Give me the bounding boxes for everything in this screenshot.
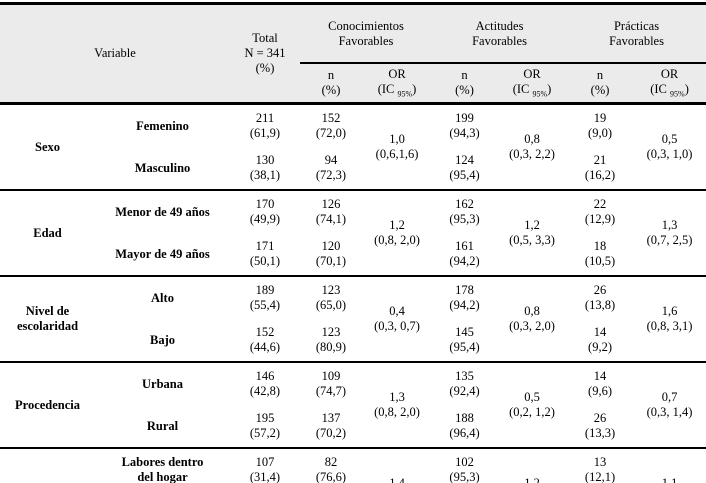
conocimientos-or-cell: 1,2 (0,8, 2,0) — [362, 189, 433, 276]
actitudes-n-cell: 145 (95,4) — [449, 325, 480, 354]
subheader-or-practicas: OR (IC 95%) — [633, 63, 706, 105]
actitudes-n-cell: 188 (96,4) — [449, 411, 480, 440]
category-label: Menor de 49 años — [95, 189, 230, 233]
practicas-n-cell: 19 (9,0) — [588, 111, 612, 140]
total-cell: 195 (57,2) — [249, 411, 281, 440]
subheader-or-conocimientos: OR (IC 95%) — [362, 63, 433, 105]
actitudes-n-cell: 102 (95,3) — [432, 447, 498, 483]
total-cell: 189 (55,4) — [230, 275, 300, 319]
practicas-n-cell: 13 (12,1) — [567, 447, 634, 483]
practicas-or-cell: 1,3 (0,7, 2,5) — [633, 189, 706, 276]
subheader-n-practicas: n (%) — [567, 63, 634, 105]
total-cell: 211 (61,9) — [249, 111, 281, 140]
actitudes-n-cell: 199 (94,3) — [449, 111, 480, 140]
ic95-label: (IC 95%) — [377, 81, 417, 99]
total-cell: 171 (50,1) — [249, 239, 281, 268]
practicas-n-cell: 14 (9,2) — [588, 325, 612, 354]
table-row: Rural 195 (57,2) 137 (70,2) 188 (96,4) 2… — [0, 405, 706, 448]
actitudes-n-cell: 124 (95,4) — [449, 153, 480, 182]
conocimientos-or-cell: 1,4 (0,8, 2,4) — [362, 447, 433, 483]
practicas-or-cell: 0,7 (0,3, 1,4) — [633, 361, 706, 448]
actitudes-n-cell: 178 (94,2) — [432, 275, 498, 319]
table-row: Nivel de escolaridad Alto 189 (55,4) 123… — [0, 275, 706, 362]
total-cell: 152 (44,6) — [249, 325, 281, 354]
actitudes-n-cell: 162 (95,3) — [432, 189, 498, 233]
conocimientos-or-cell: 1,3 (0,8, 2,0) — [362, 361, 433, 448]
conocimientos-n-cell: 109 (74,7) — [300, 361, 362, 405]
conocimientos-or-cell: 0,4 (0,3, 0,7) — [362, 275, 433, 362]
category-label: Mayor de 49 años — [115, 246, 210, 261]
or-label: OR — [388, 67, 406, 82]
variable-label-escolaridad: Nivel de escolaridad — [0, 275, 95, 362]
table-row: Ocupación Labores dentro del hogar 107 (… — [0, 447, 706, 483]
category-label: Labores dentro del hogar — [95, 447, 230, 483]
variable-label-procedencia: Procedencia — [0, 361, 95, 448]
conocimientos-n-cell: 126 (74,1) — [300, 189, 362, 233]
variable-label-ocupacion: Ocupación — [0, 447, 95, 483]
practicas-or-cell: 1,1 (0,5, 2,1) — [633, 447, 706, 483]
practicas-or-cell: 1,6 (0,8, 3,1) — [633, 275, 706, 362]
conocimientos-n-cell: 82 (76,6) — [300, 447, 362, 483]
group-header-actitudes: Actitudes Favorables — [432, 3, 568, 64]
table-row: Masculino 130 (38,1) 94 (72,3) 124 (95,4… — [0, 147, 706, 190]
total-cell: 170 (49,9) — [230, 189, 300, 233]
actitudes-n-cell: 135 (92,4) — [432, 361, 498, 405]
subheader-n-actitudes: n (%) — [432, 63, 498, 105]
table-row: Procedencia Urbana 146 (42,8) 109 (74,7)… — [0, 361, 706, 448]
practicas-n-cell: 22 (12,9) — [567, 189, 634, 233]
actitudes-or-cell: 0,8 (0,3, 2,2) — [509, 132, 555, 161]
table-row: Bajo 152 (44,6) 123 (80,9) 145 (95,4) 14… — [0, 319, 706, 362]
category-label: Masculino — [134, 160, 191, 175]
actitudes-or-cell: 1,2 (0,4, 3,5) — [497, 447, 568, 483]
practicas-n-cell: 14 (9,6) — [567, 361, 634, 405]
variable-label-sexo: Sexo — [35, 139, 60, 154]
actitudes-or-cell: 0,5 (0,2, 1,2) — [497, 361, 568, 448]
variable-label-edad: Edad — [0, 189, 95, 276]
or-label: OR — [523, 67, 541, 82]
category-label: Bajo — [150, 332, 175, 347]
subheader-n-conocimientos: n (%) — [300, 63, 362, 105]
table-row: Edad Menor de 49 años 170 (49,9) 126 (74… — [0, 189, 706, 276]
actitudes-or-cell: 0,8 (0,3, 2,0) — [497, 275, 568, 362]
category-label: Urbana — [95, 361, 230, 405]
total-cell: 130 (38,1) — [249, 153, 281, 182]
practicas-n-cell: 26 (13,8) — [567, 275, 634, 319]
ic95-label: (IC 95%) — [512, 81, 552, 99]
group-header-conocimientos: Conocimientos Favorables — [300, 3, 433, 64]
conocimientos-n-cell: 94 (72,3) — [315, 153, 347, 182]
table-row: Mayor de 49 años 171 (50,1) 120 (70,1) 1… — [0, 233, 706, 276]
total-cell: 107 (31,4) — [230, 447, 300, 483]
variable-column-header: Variable — [0, 3, 230, 105]
conocimientos-n-cell: 123 (80,9) — [315, 325, 347, 354]
actitudes-or-cell: 1,2 (0,5, 3,3) — [497, 189, 568, 276]
conocimientos-n-cell: 123 (65,0) — [300, 275, 362, 319]
practicas-n-cell: 26 (13,3) — [584, 411, 616, 440]
conocimientos-n-cell: 137 (70,2) — [315, 411, 347, 440]
actitudes-n-cell: 161 (94,2) — [449, 239, 480, 268]
conocimientos-n-cell: 152 (72,0) — [315, 111, 347, 140]
category-label: Alto — [95, 275, 230, 319]
practicas-or-cell: 0,5 (0,3, 1,0) — [646, 132, 693, 161]
subheader-or-actitudes: OR (IC 95%) — [497, 63, 568, 105]
ic95-label: (IC 95%) — [650, 81, 689, 99]
conocimientos-n-cell: 120 (70,1) — [315, 239, 347, 268]
table-row: Sexo Femenino 211 (61,9) 152 (72,0) 1,0 … — [0, 104, 706, 161]
group-header-practicas: Prácticas Favorables — [567, 3, 706, 64]
practicas-n-cell: 18 (10,5) — [584, 239, 616, 268]
total-cell: 146 (42,8) — [230, 361, 300, 405]
category-label: Rural — [146, 418, 179, 433]
total-column-header: Total N = 341 (%) — [230, 3, 300, 105]
or-label: OR — [660, 67, 679, 82]
practicas-n-cell: 21 (16,2) — [584, 153, 616, 182]
category-label: Femenino — [136, 118, 189, 133]
conocimientos-or-cell: 1,0 (0,6,1,6) — [375, 132, 419, 161]
